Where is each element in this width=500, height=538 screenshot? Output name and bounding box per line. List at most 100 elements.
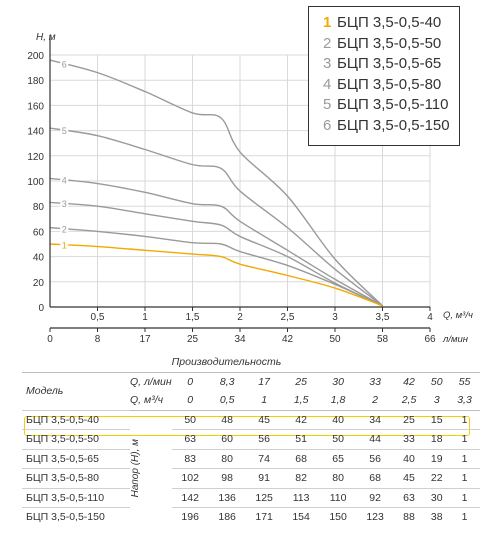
legend-item: 5 БЦП 3,5-0,5-110 xyxy=(323,95,459,116)
q-m3h-value: 2,5 xyxy=(393,391,425,411)
x-tick-bottom-label: 66 xyxy=(424,334,436,345)
series-label-4: 4 xyxy=(62,175,67,185)
legend-item: 1 БЦП 3,5-0,5-40 xyxy=(323,13,459,34)
series-line-5 xyxy=(49,127,383,307)
table-header-row: Модель Q, л/мин 0 8,3 17 25 30 33 42 50 55 xyxy=(22,371,480,410)
head-value: 25 xyxy=(393,409,425,430)
series-label-bg-5 xyxy=(60,124,69,136)
head-value: 91 xyxy=(245,468,283,488)
x-tick-bottom-label: 58 xyxy=(377,334,389,345)
head-value: 60 xyxy=(208,429,246,449)
head-value: 44 xyxy=(356,429,394,449)
head-value: 68 xyxy=(282,448,320,469)
model-name: БЦП 3,5-0,5-110 xyxy=(22,487,130,508)
legend-item-number: 6 xyxy=(323,116,332,134)
head-value: 48 xyxy=(208,409,246,430)
q-lmin-value: 42 xyxy=(393,371,425,391)
q-lmin-value: 55 xyxy=(449,371,480,391)
head-value: 65 xyxy=(319,448,357,469)
y-tick-label: 40 xyxy=(33,253,45,264)
x-tick-bottom-label: 42 xyxy=(282,334,294,345)
table-header-row: Q, м³/ч 0 0,5 1 1,5 1,8 2 2,5 3 3,3 xyxy=(22,391,480,411)
head-value: 1 xyxy=(449,487,480,508)
y-tick-label: 0 xyxy=(38,303,44,314)
q-m3h-value: 2 xyxy=(356,391,394,411)
head-value: 38 xyxy=(424,507,450,527)
x-axis-bottom-label: л/мин xyxy=(442,334,469,345)
series-label-2: 2 xyxy=(62,224,67,234)
head-value: 30 xyxy=(424,487,450,508)
x-tick-bottom-label: 0 xyxy=(47,334,53,345)
table-cell-empty xyxy=(22,353,130,372)
head-label: Напор (H), м xyxy=(130,439,141,498)
q-m3h-value: 0,5 xyxy=(208,391,246,411)
head-value: 171 xyxy=(245,507,283,527)
head-value: 125 xyxy=(245,487,283,508)
series-line-6 xyxy=(49,59,383,307)
head-value: 186 xyxy=(208,507,246,527)
legend-item-number: 5 xyxy=(323,96,332,113)
legend-item: 4 БЦП 3,5-0,5-80 xyxy=(323,75,459,96)
x-tick-top-label: 2,5 xyxy=(281,312,295,323)
y-tick-label: 200 xyxy=(27,51,44,62)
q-lmin-value: 17 xyxy=(245,371,283,391)
head-value: 1 xyxy=(449,409,480,430)
head-value: 142 xyxy=(171,487,209,508)
x-tick-bottom-label: 50 xyxy=(329,334,341,345)
head-value: 123 xyxy=(356,507,394,527)
series-label-bg-6 xyxy=(60,57,69,69)
curves: 6 5 4 3 2 1 xyxy=(49,57,383,307)
head-value: 56 xyxy=(245,429,283,449)
head-value: 33 xyxy=(393,429,425,449)
y-tick-label: 180 xyxy=(27,76,44,87)
x-tick-top-label: 3 xyxy=(332,312,338,323)
model-name: БЦП 3,5-0,5-50 xyxy=(22,429,130,449)
head-value: 50 xyxy=(319,429,357,449)
series-line-3 xyxy=(49,201,383,307)
head-value: 51 xyxy=(282,429,320,449)
x-tick-bottom-label: 8 xyxy=(95,334,101,345)
table-row: БЦП 3,5-0,5-80 102 98 91 82 80 68 45 22 1 xyxy=(22,468,480,488)
y-tick-label: 120 xyxy=(27,152,44,163)
x-tick-top-label: 0,5 xyxy=(91,312,105,323)
series-label-3: 3 xyxy=(62,199,67,209)
axes xyxy=(49,35,431,332)
q-m3h-value: 0 xyxy=(171,391,209,411)
q-m3h-value: 1 xyxy=(245,391,283,411)
table-row: БЦП 3,5-0,5-65 83 80 74 68 65 56 40 19 1 xyxy=(22,448,480,469)
head-value: 82 xyxy=(282,468,320,488)
table-cell-empty xyxy=(130,353,172,372)
q-lmin-value: 25 xyxy=(282,371,320,391)
head-value: 74 xyxy=(245,448,283,469)
data-table: Производительность Модель Q, л/мин 0 8,3 17 25… xyxy=(22,353,480,527)
y-tick-label: 20 xyxy=(33,278,45,289)
head-value: 34 xyxy=(356,409,394,430)
x-tick-top-label: 3,5 xyxy=(376,312,390,323)
head-value: 63 xyxy=(171,429,209,449)
legend-item-label: БЦП 3,5-0,5-65 xyxy=(337,55,442,72)
x-tick-top-label: 2 xyxy=(237,312,243,323)
legend-item-label: БЦП 3,5-0,5-150 xyxy=(337,116,450,134)
legend-item-number: 2 xyxy=(323,34,332,52)
head-value: 80 xyxy=(208,448,246,469)
head-label-cell: Напор (H), м xyxy=(130,409,172,527)
head-value: 102 xyxy=(171,468,209,488)
legend-item-label: БЦП 3,5-0,5-110 xyxy=(337,96,449,113)
series-label-bg-2 xyxy=(60,222,69,234)
model-label: Модель xyxy=(22,371,130,410)
head-value: 40 xyxy=(393,448,425,469)
head-value: 196 xyxy=(171,507,209,527)
series-label-bg-3 xyxy=(60,197,69,209)
head-value: 18 xyxy=(424,429,450,449)
series-line-4 xyxy=(49,177,383,307)
legend-item-label: БЦП 3,5-0,5-80 xyxy=(337,75,442,93)
grid xyxy=(50,54,431,307)
head-value: 80 xyxy=(319,468,357,488)
q-m3h-label: Q, м³/ч xyxy=(130,391,172,411)
head-value: 1 xyxy=(449,429,480,449)
y-tick-label: 140 xyxy=(27,127,44,138)
legend-item-number: 1 xyxy=(323,14,332,31)
x-tick-top-label: 1,5 xyxy=(186,312,200,323)
q-lmin-value: 30 xyxy=(319,371,357,391)
